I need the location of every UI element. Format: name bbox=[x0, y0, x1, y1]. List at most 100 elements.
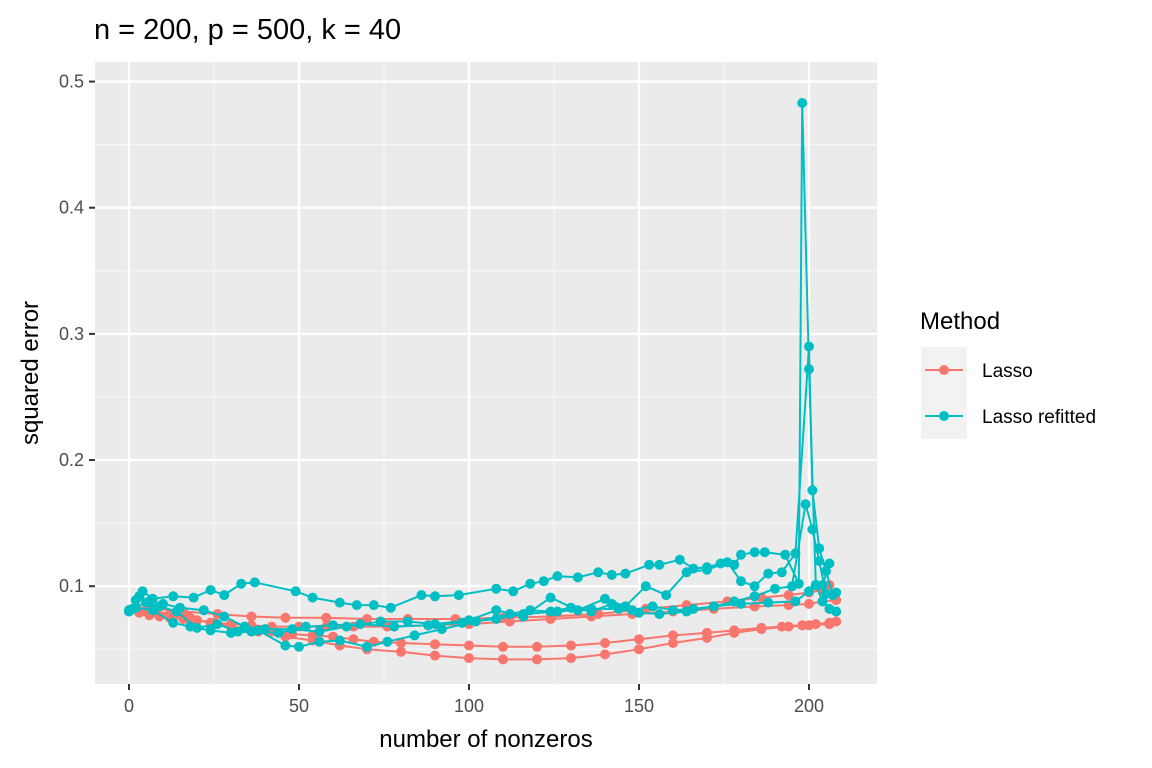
data-point bbox=[807, 524, 818, 535]
data-point bbox=[348, 634, 359, 645]
data-point bbox=[219, 611, 230, 622]
data-point bbox=[804, 341, 814, 352]
data-point bbox=[246, 611, 257, 622]
data-point bbox=[246, 626, 257, 637]
data-point bbox=[647, 601, 658, 612]
data-point bbox=[797, 98, 808, 108]
data-point bbox=[334, 635, 345, 646]
data-point bbox=[722, 557, 733, 568]
data-point bbox=[831, 606, 842, 617]
data-point bbox=[810, 580, 821, 590]
data-point bbox=[708, 601, 719, 612]
chart-title: n = 200, p = 500, k = 40 bbox=[94, 14, 401, 46]
data-point bbox=[464, 640, 474, 651]
data-point bbox=[759, 547, 770, 558]
data-point bbox=[831, 616, 842, 627]
data-point bbox=[814, 556, 825, 566]
series-layer bbox=[124, 98, 842, 665]
data-point bbox=[355, 619, 366, 630]
legend-label: Lasso refitted bbox=[982, 407, 1096, 428]
data-point bbox=[430, 650, 440, 661]
data-point bbox=[464, 653, 474, 664]
data-point bbox=[749, 547, 760, 558]
data-point bbox=[341, 621, 352, 632]
data-point bbox=[134, 591, 145, 602]
data-point bbox=[821, 588, 831, 599]
data-point bbox=[525, 578, 536, 589]
data-point bbox=[749, 581, 760, 592]
data-point bbox=[280, 612, 291, 623]
y-tick-label: 0.5 bbox=[59, 72, 84, 92]
data-point bbox=[702, 632, 712, 643]
data-point bbox=[280, 640, 291, 651]
data-point bbox=[141, 597, 151, 608]
data-point bbox=[736, 549, 746, 560]
legend-keys: Lasso Lasso refitted bbox=[921, 347, 1096, 439]
data-point bbox=[385, 602, 396, 613]
data-point bbox=[294, 641, 304, 652]
data-point bbox=[566, 602, 576, 613]
data-point bbox=[171, 606, 182, 617]
data-point bbox=[382, 636, 393, 647]
data-point bbox=[314, 626, 325, 637]
y-tick-label: 0.2 bbox=[59, 450, 84, 470]
data-point bbox=[273, 627, 284, 638]
data-point bbox=[787, 581, 797, 592]
data-point bbox=[205, 625, 216, 636]
y-tick-labels: 0.1 0.2 0.3 0.4 0.5 bbox=[59, 72, 84, 597]
axis-ticks bbox=[89, 80, 810, 690]
data-point bbox=[402, 616, 413, 627]
data-point bbox=[328, 620, 338, 631]
minor-gridlines bbox=[95, 62, 877, 684]
data-point bbox=[654, 609, 665, 619]
data-point bbox=[729, 627, 740, 638]
data-point bbox=[780, 549, 791, 560]
data-point bbox=[804, 586, 814, 597]
data-point bbox=[457, 617, 468, 628]
data-point bbox=[817, 596, 828, 607]
data-point bbox=[804, 598, 814, 609]
data-point bbox=[736, 598, 746, 609]
data-point bbox=[430, 591, 440, 602]
data-point bbox=[508, 586, 519, 597]
data-point bbox=[185, 621, 196, 632]
x-tick-label: 50 bbox=[289, 696, 309, 716]
data-point bbox=[674, 554, 685, 565]
data-point bbox=[634, 607, 644, 618]
data-point bbox=[314, 636, 325, 647]
data-point bbox=[814, 543, 825, 554]
y-axis-title: squared error bbox=[17, 301, 44, 445]
data-point bbox=[532, 641, 542, 652]
data-point bbox=[756, 624, 767, 635]
data-point bbox=[552, 606, 563, 617]
data-point bbox=[375, 616, 386, 627]
data-point bbox=[831, 587, 842, 598]
data-point bbox=[300, 621, 311, 632]
data-point bbox=[321, 612, 332, 623]
data-point bbox=[640, 581, 651, 592]
data-point bbox=[491, 614, 502, 624]
data-point bbox=[491, 605, 502, 616]
x-axis-title: number of nonzeros bbox=[379, 726, 592, 753]
legend-key-point bbox=[939, 411, 949, 421]
data-point bbox=[593, 567, 604, 578]
data-point bbox=[453, 590, 464, 601]
plot-panel bbox=[95, 62, 877, 684]
data-point bbox=[130, 602, 141, 613]
data-point bbox=[430, 639, 440, 650]
data-point bbox=[389, 621, 400, 632]
data-point bbox=[436, 624, 447, 635]
data-point bbox=[770, 583, 780, 594]
data-point bbox=[702, 564, 712, 575]
x-tick-label: 0 bbox=[124, 696, 134, 716]
data-point bbox=[681, 606, 692, 617]
data-point bbox=[566, 640, 576, 651]
data-point bbox=[219, 590, 230, 601]
x-tick-label: 200 bbox=[794, 696, 824, 716]
data-point bbox=[226, 627, 236, 638]
data-point bbox=[168, 617, 179, 628]
data-point bbox=[644, 559, 655, 570]
data-point bbox=[423, 620, 434, 631]
data-point bbox=[396, 638, 406, 648]
